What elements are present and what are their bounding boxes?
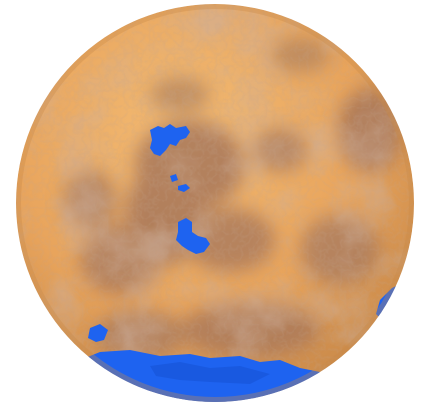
central-lake-tail xyxy=(170,174,178,182)
north-lake xyxy=(150,124,190,156)
central-lake xyxy=(176,218,210,254)
north-lake-islet xyxy=(178,184,190,192)
west-inlet xyxy=(88,324,108,342)
southern-ocean-deep xyxy=(150,362,270,384)
southeast-water xyxy=(330,364,350,380)
